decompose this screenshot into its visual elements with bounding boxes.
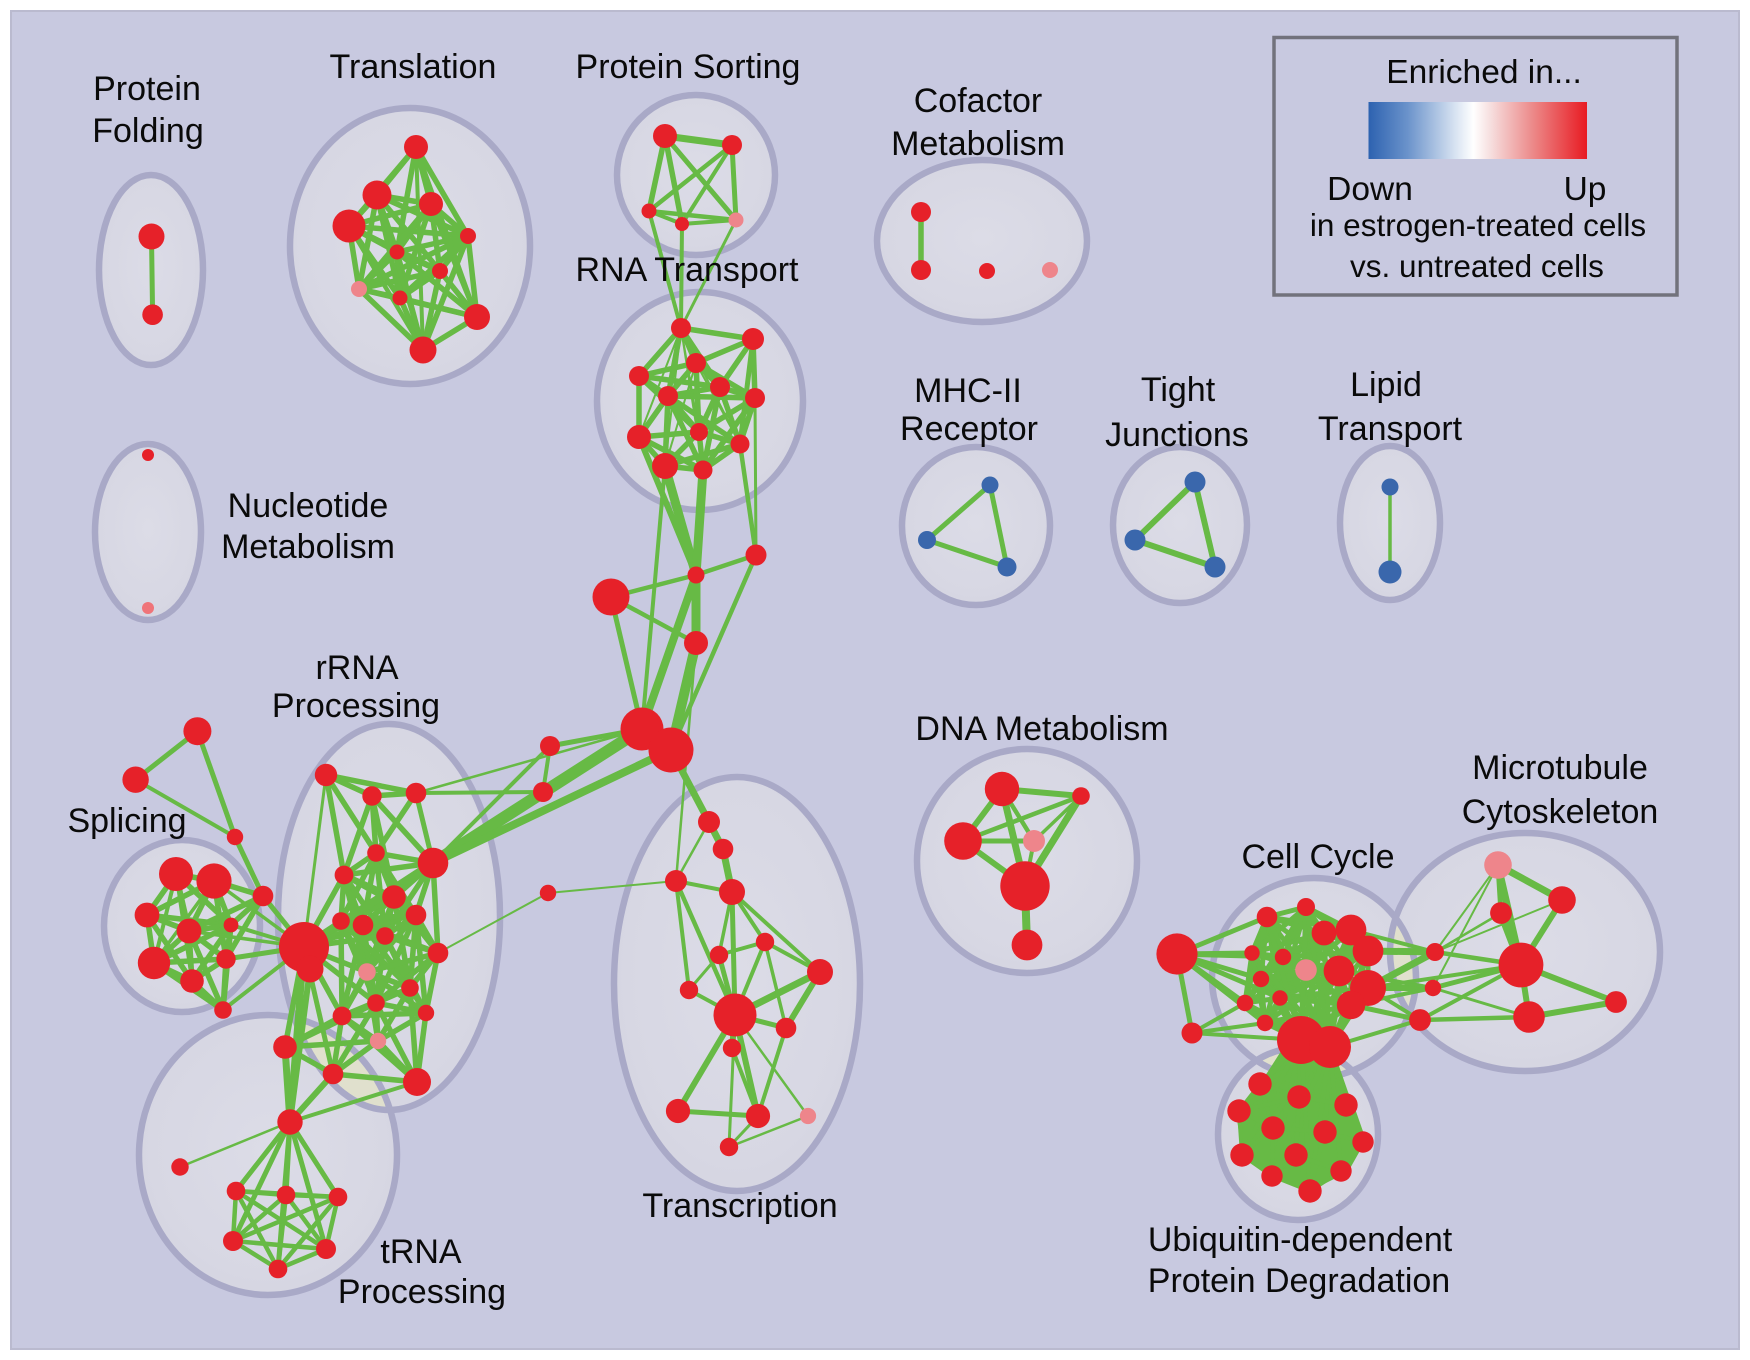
svg-text:Microtubule: Microtubule <box>1472 749 1648 787</box>
svg-text:Processing: Processing <box>338 1273 506 1311</box>
svg-text:Splicing: Splicing <box>67 802 186 840</box>
svg-text:Ubiquitin-dependent: Ubiquitin-dependent <box>1148 1221 1453 1259</box>
svg-text:DNA Metabolism: DNA Metabolism <box>915 710 1168 748</box>
svg-text:RNA Transport: RNA Transport <box>576 251 800 289</box>
svg-text:Protein Degradation: Protein Degradation <box>1148 1262 1450 1300</box>
svg-text:Translation: Translation <box>330 48 497 86</box>
svg-text:in estrogen-treated cells: in estrogen-treated cells <box>1310 207 1646 243</box>
svg-text:vs. untreated cells: vs. untreated cells <box>1350 248 1604 284</box>
svg-text:Lipid: Lipid <box>1350 366 1422 404</box>
svg-text:Up: Up <box>1564 171 1607 208</box>
svg-text:Receptor: Receptor <box>900 410 1038 448</box>
svg-text:rRNA: rRNA <box>315 649 398 687</box>
svg-text:MHC-II: MHC-II <box>914 372 1022 410</box>
svg-text:Transport: Transport <box>1318 410 1463 448</box>
svg-text:Nucleotide: Nucleotide <box>228 487 389 525</box>
svg-text:Protein: Protein <box>93 70 201 108</box>
svg-text:Cytoskeleton: Cytoskeleton <box>1462 793 1659 831</box>
svg-text:Processing: Processing <box>272 687 440 725</box>
svg-text:Metabolism: Metabolism <box>891 125 1065 163</box>
svg-text:Cofactor: Cofactor <box>914 82 1043 120</box>
svg-text:Down: Down <box>1327 171 1413 208</box>
svg-text:Enriched in...: Enriched in... <box>1386 54 1582 91</box>
svg-text:Transcription: Transcription <box>642 1187 837 1225</box>
svg-text:Cell Cycle: Cell Cycle <box>1241 838 1394 876</box>
svg-text:Junctions: Junctions <box>1105 416 1249 454</box>
svg-text:Folding: Folding <box>92 112 204 150</box>
svg-text:Protein Sorting: Protein Sorting <box>576 48 801 86</box>
svg-text:Metabolism: Metabolism <box>221 528 395 566</box>
svg-text:Tight: Tight <box>1141 371 1216 409</box>
svg-text:tRNA: tRNA <box>380 1233 462 1271</box>
